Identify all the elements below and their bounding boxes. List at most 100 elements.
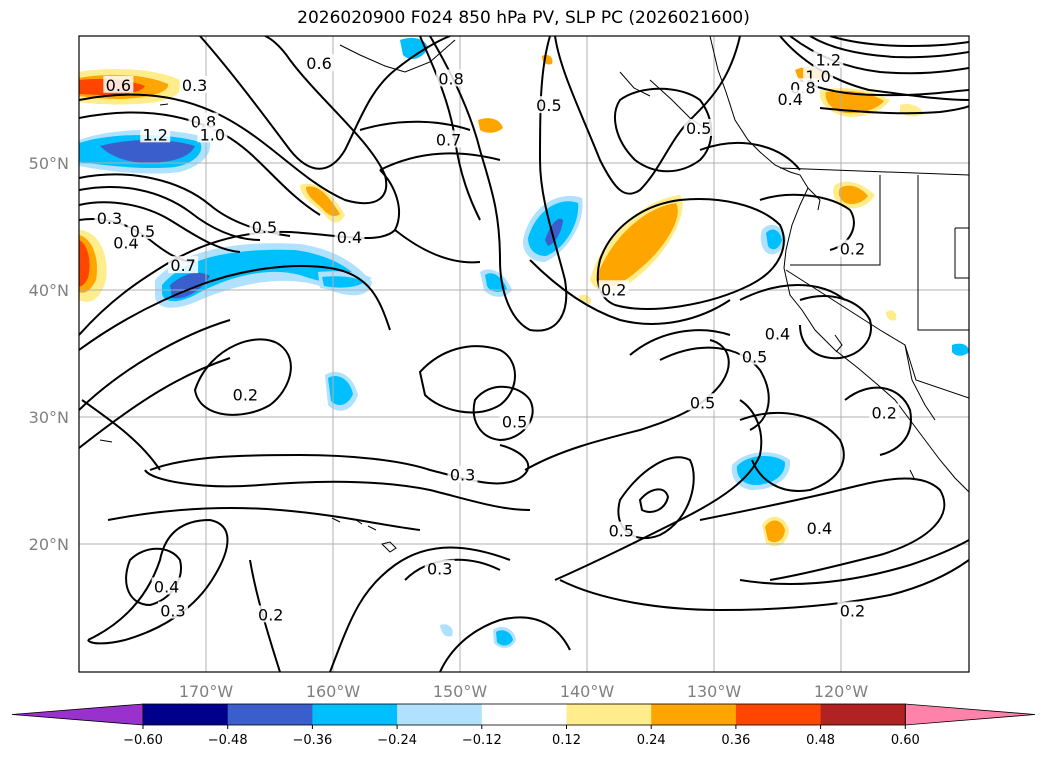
contour-label: 0.5: [609, 522, 634, 541]
contour-label-background: [598, 280, 629, 298]
contour-label: 0.3: [427, 560, 452, 579]
colorbar-tick-label: −0.36: [292, 733, 332, 748]
contour-label: 0.5: [502, 412, 527, 431]
lon-tick-label: 130°W: [687, 682, 742, 701]
contour-label: 0.5: [690, 393, 715, 412]
colorbar-extend-high: [904, 703, 1036, 726]
contour-label: 0.5: [686, 119, 711, 138]
colorbar-segment: [820, 704, 906, 725]
contour-label-background: [433, 130, 464, 148]
contour-label: 0.2: [840, 240, 865, 259]
lat-tick-label: 50°N: [29, 154, 69, 173]
lat-tick-label: 30°N: [29, 408, 69, 427]
colorbar: −0.60 −0.48 −0.36 −0.24 −0.12 0.12 0.24 0.36 0.4…: [11, 703, 1036, 748]
contour-label: 0.3: [182, 76, 207, 95]
contour-label: 0.6: [306, 54, 331, 73]
colorbar-tick-label: 0.36: [721, 733, 750, 748]
contour-label-background: [424, 559, 455, 577]
map-frame: [78, 35, 970, 673]
lon-tick-label: 140°W: [560, 682, 615, 701]
contour-label-background: [197, 125, 228, 143]
contour-label-background: [436, 69, 467, 87]
contour-label: 0.4: [765, 325, 790, 344]
contour-label: 0.5: [130, 222, 155, 241]
contour-label: 0.4: [777, 90, 802, 109]
colorbar-tick-label: 0.48: [806, 733, 835, 748]
contour-label: 0.4: [154, 577, 179, 596]
contour-label: 0.2: [233, 386, 258, 405]
contour-label: 0.5: [536, 96, 561, 115]
colorbar-segment: [312, 704, 398, 725]
contour-label: 1.0: [200, 125, 225, 144]
contour-label-background: [103, 75, 134, 93]
contour-label-background: [249, 218, 280, 236]
contour-label-background: [762, 324, 793, 342]
contour-label: 0.5: [742, 348, 767, 367]
contour-label-background: [837, 601, 868, 619]
lon-tick-label: 150°W: [433, 682, 488, 701]
contour-label: 0.2: [871, 403, 896, 422]
contour-label: 0.2: [258, 605, 283, 624]
contour-label-background: [447, 465, 478, 483]
contour-label-background: [739, 347, 770, 365]
contour-label-background: [304, 54, 335, 72]
contour-label-background: [168, 256, 199, 274]
colorbar-segment: [227, 704, 313, 725]
contour-label: 1.2: [816, 50, 841, 69]
contour-label: 0.4: [807, 519, 832, 538]
colorbar-segment: [397, 704, 483, 725]
colorbar-tick-label: 0.60: [891, 733, 920, 748]
colorbar-segment: [143, 704, 229, 725]
contour-label: 0.5: [252, 218, 277, 237]
colorbar-frame: [142, 703, 906, 726]
colorbar-tick-label: −0.48: [208, 733, 248, 748]
contour-label: 0.3: [450, 466, 475, 485]
contour-label-background: [334, 228, 365, 246]
contour-label-background: [683, 118, 714, 136]
lon-tick-label: 160°W: [306, 682, 361, 701]
colorbar-segment: [481, 704, 567, 725]
contour-label: 0.4: [337, 228, 362, 247]
contour-label: 1.2: [142, 125, 167, 144]
contour-label-background: [94, 209, 125, 227]
colorbar-tick-label: −0.12: [462, 733, 502, 748]
colorbar-tick-label: 0.24: [637, 733, 666, 748]
contour-label: 0.8: [438, 69, 463, 88]
contour-label: 0.7: [170, 256, 195, 275]
contour-label-background: [140, 125, 171, 143]
contour-label: 0.3: [160, 602, 185, 621]
lon-tick-label: 170°W: [179, 682, 234, 701]
gridlines: [79, 36, 969, 672]
lon-tick-label: 120°W: [814, 682, 869, 701]
colorbar-tick-label: −0.24: [377, 733, 417, 748]
contour-label-background: [804, 519, 835, 537]
contour-label: 0.6: [106, 76, 131, 95]
contour-label-background: [127, 221, 158, 239]
page-title: 2026020900 F024 850 hPa PV, SLP PC (2026…: [297, 8, 750, 28]
contour-label: 0.3: [97, 209, 122, 228]
contour-label-background: [813, 50, 844, 68]
contour-label-background: [499, 412, 530, 430]
contour-label-background: [179, 75, 210, 93]
contour-label: 0.2: [840, 602, 865, 621]
colorbar-ticks: −0.60 −0.48 −0.36 −0.24 −0.12 0.12 0.24 0.36 0.4…: [123, 725, 920, 748]
lat-tick-label: 20°N: [29, 535, 69, 554]
contour-label: 0.2: [601, 280, 626, 299]
lon-tick-labels: 170°W 160°W 150°W 140°W 130°W 120°W: [179, 682, 869, 701]
contour-label-background: [230, 385, 261, 403]
contour-label-background: [255, 605, 286, 623]
contour-label: 0.7: [436, 130, 461, 149]
colorbar-segment: [735, 704, 822, 725]
contour-label-background: [869, 403, 900, 421]
colorbar-segments: [11, 703, 1036, 726]
lat-tick-labels: 50°N 40°N 30°N 20°N: [29, 154, 69, 554]
contour-label-background: [837, 239, 868, 257]
colorbar-segment: [566, 704, 652, 725]
contour-label-background: [606, 521, 637, 539]
lat-tick-label: 40°N: [29, 281, 69, 300]
contour-label-background: [775, 89, 806, 107]
contour-label-background: [687, 393, 718, 411]
contour-label-background: [151, 577, 182, 595]
colorbar-extend-low: [11, 703, 144, 726]
